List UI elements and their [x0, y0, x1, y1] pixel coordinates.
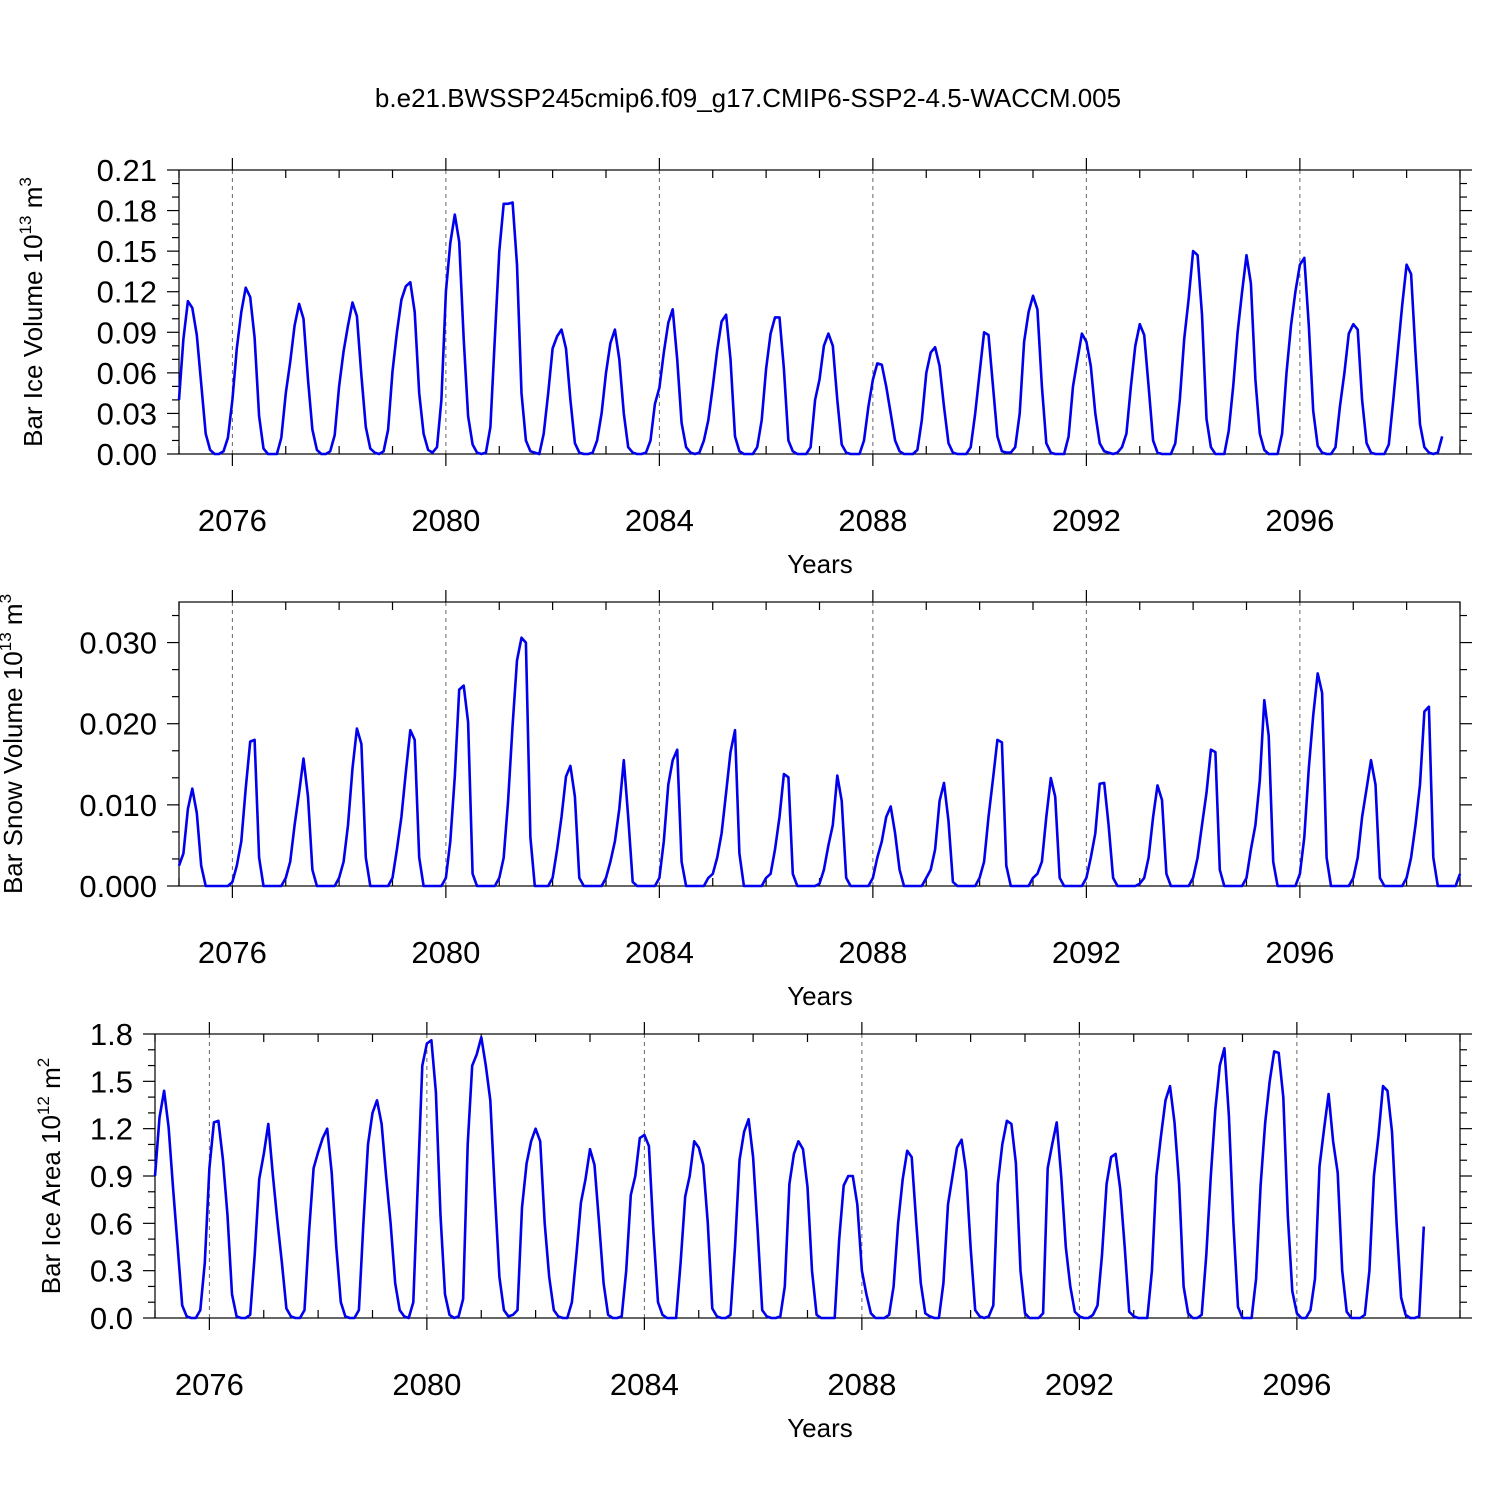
y-tick-label: 1.8 — [90, 1017, 133, 1052]
y-tick-label: 0.00 — [97, 437, 157, 472]
y-axis-label-exponent: 13 — [16, 215, 35, 234]
x-tick-label: 2076 — [198, 503, 267, 538]
series-line — [153, 1035, 1426, 1320]
y-tick-label: 0.03 — [97, 396, 157, 431]
x-tick-label: 2088 — [838, 935, 907, 970]
y-axis-label-unit-exponent: 2 — [34, 1058, 53, 1067]
y-tick-label: 0.030 — [79, 626, 157, 661]
y-tick-label: 0.09 — [97, 315, 157, 350]
y-tick-label: 0.18 — [97, 194, 157, 229]
y-tick-label: 0.21 — [97, 153, 157, 188]
y-tick-label: 0.000 — [79, 869, 157, 904]
y-tick-label: 1.5 — [90, 1064, 133, 1099]
x-tick-label: 2084 — [625, 503, 694, 538]
x-tick-label: 2084 — [610, 1367, 679, 1402]
x-tick-label: 2080 — [411, 503, 480, 538]
x-tick-label: 2096 — [1265, 503, 1334, 538]
y-tick-label: 0.15 — [97, 234, 157, 269]
y-tick-label: 0.0 — [90, 1301, 133, 1336]
x-tick-label: 2092 — [1052, 503, 1121, 538]
y-tick-label: 0.12 — [97, 275, 157, 310]
x-tick-label: 2092 — [1045, 1367, 1114, 1402]
y-axis-label: Bar Snow Volume 1013 m3 — [0, 594, 28, 894]
panel-2: 2076 2080 2084 2088 2092 2096 0.000 0.010 0.020 0… — [0, 590, 1472, 1011]
y-axis-label-main: Bar Ice Volume 10 — [18, 234, 48, 446]
x-tick-label: 2088 — [838, 503, 907, 538]
y-axis-label-main: Bar Snow Volume 10 — [0, 651, 28, 894]
x-tick-label: 2096 — [1262, 1367, 1331, 1402]
x-axis-label: Years — [787, 981, 853, 1011]
y-axis-label-unit-exponent: 3 — [16, 177, 35, 186]
series-line — [177, 201, 1444, 456]
x-tick-label: 2088 — [827, 1367, 896, 1402]
y-axis-label: Bar Ice Area 1012 m2 — [34, 1058, 66, 1295]
x-axis-label: Years — [787, 549, 853, 579]
y-axis-label-unit: m — [18, 187, 48, 216]
x-axis-label: Years — [787, 1413, 853, 1443]
x-tick-label: 2096 — [1265, 935, 1334, 970]
panel-1: 2076 2080 2084 2088 2092 2096 0.00 0.03 0.06 0.09… — [16, 153, 1472, 579]
y-tick-label: 0.6 — [90, 1206, 133, 1241]
x-tick-label: 2084 — [625, 935, 694, 970]
panel-3: 2076 2080 2084 2088 2092 2096 0.0 0.3 0.6 0.9 1.2 1… — [34, 1017, 1472, 1443]
y-tick-label: 0.9 — [90, 1159, 133, 1194]
y-tick-label: 0.3 — [90, 1254, 133, 1289]
y-tick-label: 0.06 — [97, 356, 157, 391]
y-tick-label: 0.020 — [79, 707, 157, 742]
y-axis-label-main: Bar Ice Area 10 — [36, 1115, 66, 1294]
y-tick-label: 0.010 — [79, 788, 157, 823]
series-line — [177, 636, 1462, 888]
figure-title: b.e21.BWSSP245cmip6.f09_g17.CMIP6-SSP2-4… — [375, 83, 1121, 113]
x-tick-label: 2076 — [175, 1367, 244, 1402]
y-axis-label: Bar Ice Volume 1013 m3 — [16, 177, 48, 447]
x-tick-label: 2092 — [1052, 935, 1121, 970]
panels: 2076 2080 2084 2088 2092 20960.000.030.060.09… — [0, 153, 1472, 1443]
y-tick-label: 1.2 — [90, 1112, 133, 1147]
y-axis-label-exponent: 13 — [0, 632, 15, 651]
x-tick-label: 2080 — [392, 1367, 461, 1402]
x-tick-label: 2080 — [411, 935, 480, 970]
y-axis-label-unit: m — [36, 1067, 66, 1096]
y-axis-label-unit: m — [0, 603, 28, 632]
x-tick-label: 2076 — [198, 935, 267, 970]
y-axis-label-unit-exponent: 3 — [0, 594, 15, 603]
y-axis-label-exponent: 12 — [34, 1096, 53, 1115]
